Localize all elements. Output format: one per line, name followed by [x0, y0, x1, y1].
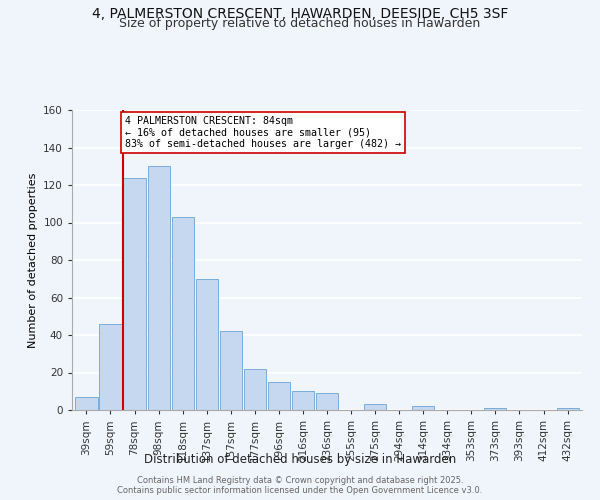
- Bar: [484, 408, 506, 410]
- Bar: [172, 217, 194, 410]
- Bar: [268, 382, 290, 410]
- Text: Size of property relative to detached houses in Hawarden: Size of property relative to detached ho…: [119, 18, 481, 30]
- Y-axis label: Number of detached properties: Number of detached properties: [28, 172, 38, 348]
- Bar: [148, 166, 170, 410]
- Bar: [100, 324, 122, 410]
- Bar: [220, 331, 242, 410]
- Bar: [316, 393, 338, 410]
- Bar: [412, 406, 434, 410]
- Bar: [196, 279, 218, 410]
- Text: 4 PALMERSTON CRESCENT: 84sqm
← 16% of detached houses are smaller (95)
83% of se: 4 PALMERSTON CRESCENT: 84sqm ← 16% of de…: [125, 116, 401, 149]
- Text: Contains HM Land Registry data © Crown copyright and database right 2025.
Contai: Contains HM Land Registry data © Crown c…: [118, 476, 482, 495]
- Bar: [292, 391, 314, 410]
- Text: 4, PALMERSTON CRESCENT, HAWARDEN, DEESIDE, CH5 3SF: 4, PALMERSTON CRESCENT, HAWARDEN, DEESID…: [92, 8, 508, 22]
- Bar: [76, 397, 98, 410]
- Bar: [557, 408, 578, 410]
- Bar: [124, 178, 146, 410]
- Bar: [364, 404, 386, 410]
- Text: Distribution of detached houses by size in Hawarden: Distribution of detached houses by size …: [144, 452, 456, 466]
- Bar: [244, 369, 266, 410]
